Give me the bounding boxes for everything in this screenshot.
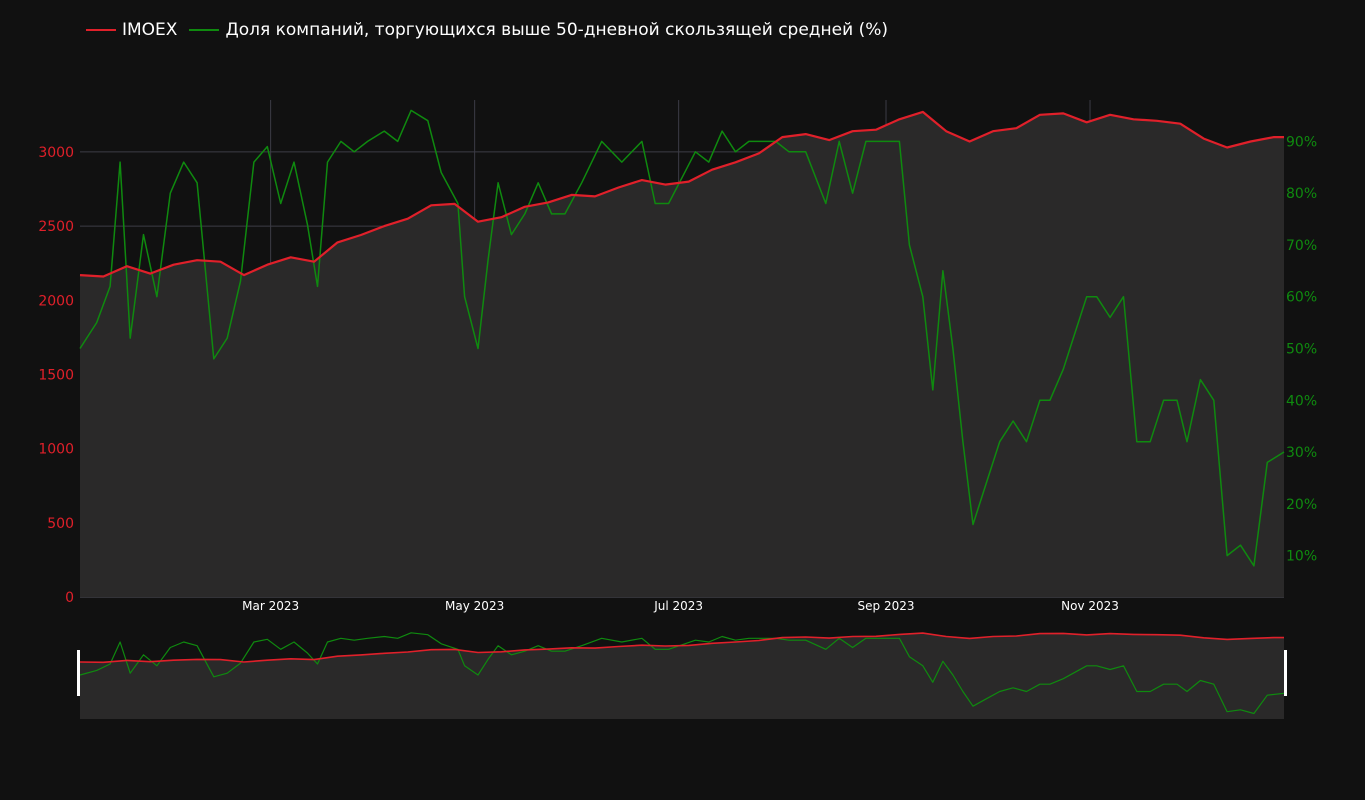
y-right-tick-label: 70% xyxy=(1286,238,1317,254)
legend-label-share: Доля компаний, торгующихся выше 50-дневн… xyxy=(225,20,888,40)
y-left-tick-label: 0 xyxy=(65,590,74,606)
legend-label-imoex: IMOEX xyxy=(122,20,178,40)
x-tick-label: Mar 2023 xyxy=(242,599,299,613)
y-left-tick-label: 2500 xyxy=(38,219,74,235)
x-tick-label: May 2023 xyxy=(445,599,504,613)
range-slider[interactable] xyxy=(77,631,1287,719)
y-left-tick-label: 2000 xyxy=(38,293,74,309)
x-tick-label: Sep 2023 xyxy=(858,599,915,613)
slider-handle-right[interactable] xyxy=(1284,650,1287,696)
slider-share-line xyxy=(79,632,1285,715)
y-left-tick-label: 1500 xyxy=(38,367,74,383)
main-plot-area xyxy=(79,109,1285,598)
legend-item-share[interactable]: Доля компаний, торгующихся выше 50-дневн… xyxy=(189,20,888,40)
slider-imoex-area xyxy=(80,633,1284,719)
y-right-tick-label: 40% xyxy=(1286,393,1317,409)
y-right-tick-label: 60% xyxy=(1286,290,1317,306)
y-right-tick-label: 30% xyxy=(1286,445,1317,461)
series-share-line xyxy=(79,109,1285,567)
y-right-tick-label: 10% xyxy=(1286,549,1317,565)
y-right-tick-label: 90% xyxy=(1286,134,1317,150)
slider-handle-left[interactable] xyxy=(77,650,80,696)
y-right-tick-label: 20% xyxy=(1286,497,1317,513)
y-left-tick-label: 1000 xyxy=(38,442,74,458)
y-left-tick-label: 3000 xyxy=(38,145,74,161)
y-right-tick-label: 50% xyxy=(1286,342,1317,358)
legend-swatch-share xyxy=(189,29,220,31)
x-tick-label: Nov 2023 xyxy=(1061,599,1119,613)
x-axis-ticks: Mar 2023 May 2023 Jul 2023 Sep 2023 Nov 2023 xyxy=(242,599,1119,613)
y-right-tick-label: 80% xyxy=(1286,186,1317,202)
legend-item-imoex[interactable]: IMOEX xyxy=(86,20,177,40)
legend-swatch-imoex xyxy=(86,29,116,31)
series-imoex-line xyxy=(79,110,1284,278)
series-imoex-area xyxy=(80,111,1284,598)
slider-imoex-line xyxy=(79,632,1284,664)
x-tick-label: Jul 2023 xyxy=(653,599,703,613)
y-axis-right-ticks: 10% 20% 30% 40% 50% 60% 70% 80% 90% xyxy=(1286,134,1317,564)
y-axis-left-ticks: 0 500 1000 1500 2000 2500 3000 xyxy=(38,145,74,606)
y-left-tick-label: 500 xyxy=(47,516,74,532)
chart-legend: IMOEX Доля компаний, торгующихся выше 50… xyxy=(86,20,900,40)
